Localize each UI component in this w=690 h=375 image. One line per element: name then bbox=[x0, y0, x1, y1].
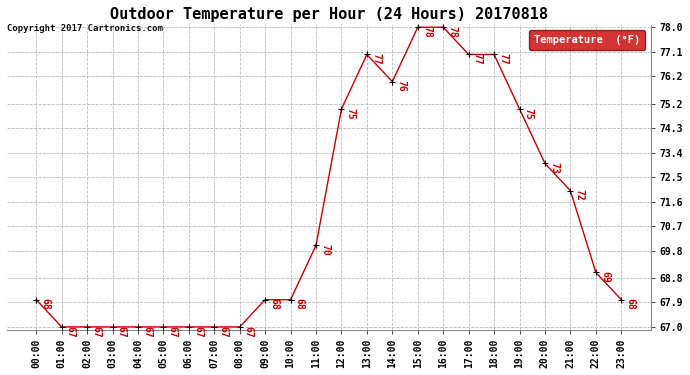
Text: 67: 67 bbox=[66, 326, 76, 337]
Text: 67: 67 bbox=[219, 326, 228, 337]
Text: 69: 69 bbox=[600, 271, 610, 283]
Text: 75: 75 bbox=[524, 108, 533, 119]
Text: 68: 68 bbox=[269, 298, 279, 310]
Text: 76: 76 bbox=[397, 80, 406, 92]
Text: 67: 67 bbox=[117, 326, 127, 337]
Text: 77: 77 bbox=[371, 53, 381, 65]
Text: 73: 73 bbox=[549, 162, 559, 174]
Text: 67: 67 bbox=[142, 326, 152, 337]
Text: 67: 67 bbox=[193, 326, 203, 337]
Legend: Temperature  (°F): Temperature (°F) bbox=[529, 30, 645, 50]
Title: Outdoor Temperature per Hour (24 Hours) 20170818: Outdoor Temperature per Hour (24 Hours) … bbox=[110, 7, 548, 22]
Text: 75: 75 bbox=[346, 108, 355, 119]
Text: 68: 68 bbox=[625, 298, 635, 310]
Text: 68: 68 bbox=[40, 298, 50, 310]
Text: 68: 68 bbox=[295, 298, 305, 310]
Text: 78: 78 bbox=[447, 26, 457, 38]
Text: Copyright 2017 Cartronics.com: Copyright 2017 Cartronics.com bbox=[7, 24, 163, 33]
Text: 67: 67 bbox=[168, 326, 177, 337]
Text: 67: 67 bbox=[91, 326, 101, 337]
Text: 77: 77 bbox=[498, 53, 509, 65]
Text: 78: 78 bbox=[422, 26, 432, 38]
Text: 72: 72 bbox=[575, 189, 584, 201]
Text: 70: 70 bbox=[320, 244, 331, 255]
Text: 77: 77 bbox=[473, 53, 483, 65]
Text: 67: 67 bbox=[244, 326, 254, 337]
